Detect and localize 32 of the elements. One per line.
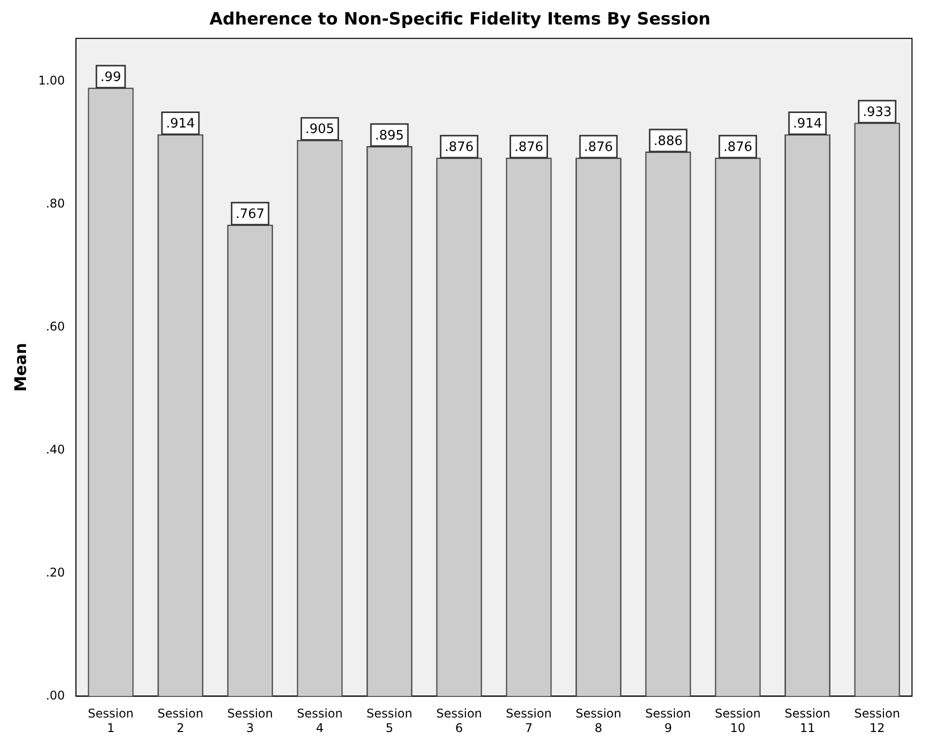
x-tick-label: Session 3: [227, 706, 273, 735]
y-tick-label: .40: [46, 442, 65, 456]
data-label: .895: [374, 128, 404, 144]
x-tick-label: Session 1: [88, 706, 134, 735]
y-tick-label: .80: [46, 196, 65, 211]
y-tick-label: .20: [46, 565, 65, 580]
x-tick-label: Session 11: [784, 706, 830, 735]
data-label: .914: [166, 116, 195, 132]
data-label: .933: [862, 105, 892, 120]
y-tick-label: 1.00: [38, 74, 65, 88]
y-tick-label: .60: [46, 319, 65, 334]
x-tick-label: Session 5: [366, 706, 412, 735]
data-label: .99: [100, 70, 122, 85]
x-tick-label: Session 9: [645, 706, 692, 735]
x-tick-label: Session 4: [296, 706, 343, 735]
data-label: .914: [793, 116, 822, 132]
data-label: .876: [584, 140, 613, 156]
x-tick-label: Session 8: [576, 706, 622, 735]
data-label: .767: [236, 207, 265, 222]
data-label: .876: [444, 140, 474, 156]
x-tick-label: Session 6: [436, 706, 482, 735]
x-tick-label: Session 12: [854, 706, 900, 735]
y-tick-label: .00: [46, 688, 65, 702]
x-tick-label: Session 2: [158, 706, 204, 735]
data-label: .886: [654, 134, 683, 149]
chart-title: Adherence to Non-Specific Fidelity Items By Session: [210, 10, 710, 30]
x-tick-label: Session 7: [506, 706, 552, 735]
data-label: .905: [305, 122, 334, 138]
y-axis-title: Mean: [10, 342, 30, 392]
data-label: .876: [514, 140, 544, 156]
data-label: .876: [723, 140, 752, 156]
x-tick-label: Session 10: [714, 706, 761, 735]
